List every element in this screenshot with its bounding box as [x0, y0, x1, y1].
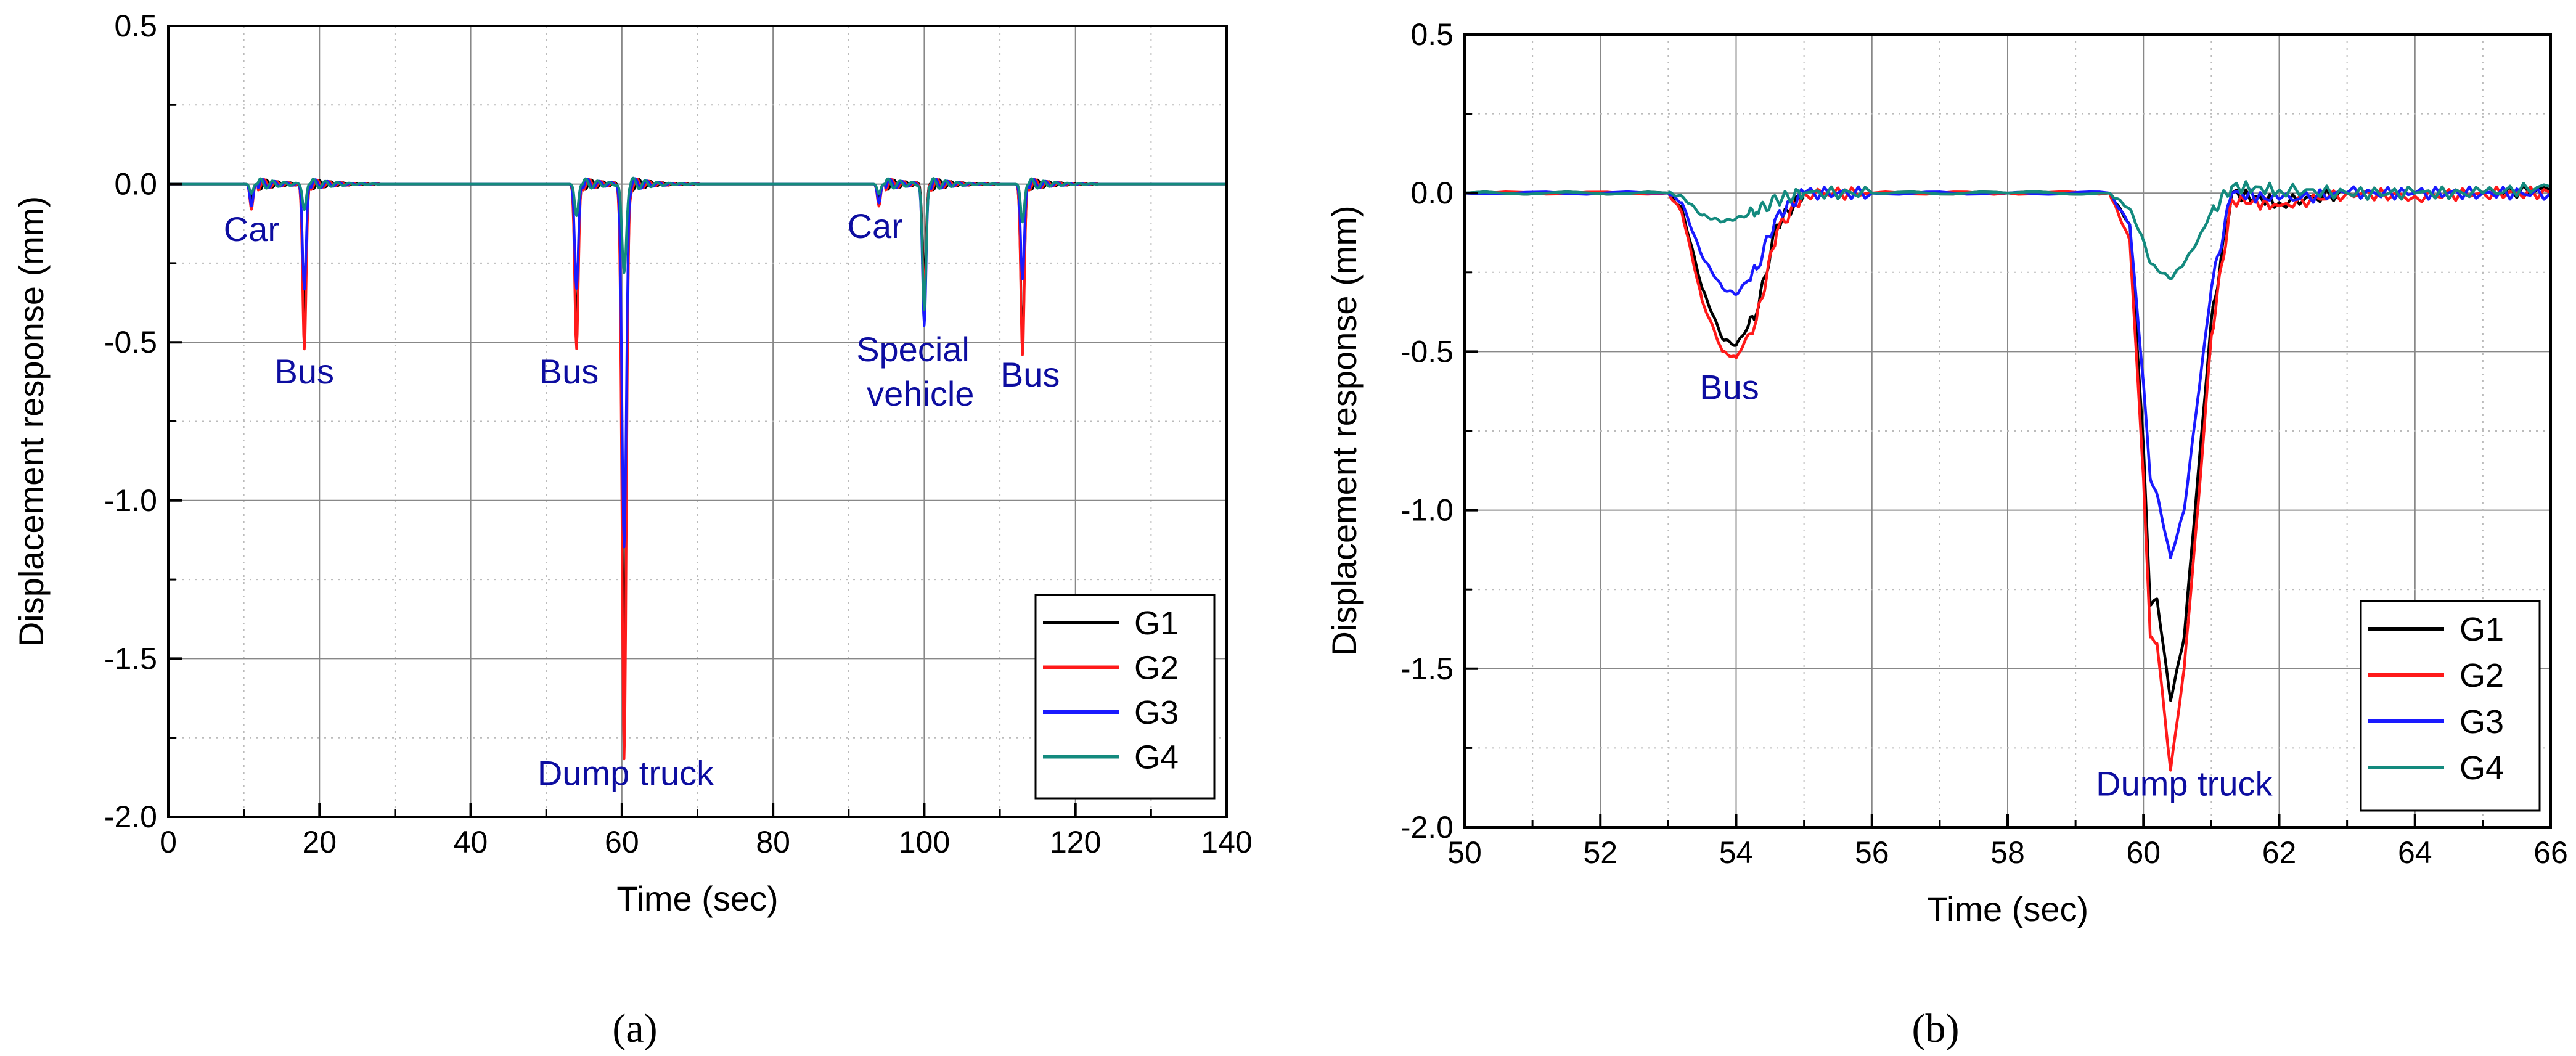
legend: G1 G2 G3 G4 — [2360, 600, 2541, 812]
series-line-g4 — [1464, 180, 2551, 280]
legend-label-g2: G2 — [1134, 650, 1179, 687]
x-tick-label: 120 — [1050, 825, 1101, 859]
x-tick-label: 64 — [2398, 835, 2432, 870]
y-tick-label: -0.5 — [1400, 334, 1454, 369]
annotation-label: Bus — [539, 352, 599, 391]
y-tick-label: 0.0 — [114, 167, 157, 202]
legend-label-g1: G1 — [2459, 611, 2504, 648]
x-tick-label: 80 — [756, 825, 790, 859]
legend: G1 G2 G3 G4 — [1034, 594, 1216, 800]
annotation-label: Dump truck — [2096, 764, 2273, 803]
y-axis-label: Displacement response (mm) — [12, 196, 51, 647]
y-tick-label: 0.0 — [1410, 176, 1454, 210]
y-axis-label: Displacement response (mm) — [1325, 205, 1364, 656]
legend-box — [2360, 600, 2541, 812]
annotations: Bus Dump truck — [1699, 368, 2273, 803]
x-tick-label: 60 — [2126, 835, 2161, 870]
y-tick-label: -1.0 — [104, 483, 157, 518]
x-axis-label: Time (sec) — [1927, 890, 2088, 928]
x-tick-label: 56 — [1855, 835, 1889, 870]
y-tick-label: -2.0 — [104, 800, 157, 834]
y-tick-label: 0.5 — [114, 9, 157, 43]
panel-b: 50 52 54 56 58 60 62 64 66 0.5 0.0 -0.5 -1.0 -1.5 -2.0… — [1325, 17, 2568, 1051]
x-tick-label: 100 — [899, 825, 950, 859]
annotation-label: Car — [848, 207, 903, 245]
series-line-g4 — [168, 176, 1227, 311]
y-tick-label: 0.5 — [1410, 17, 1454, 52]
legend-box — [1034, 594, 1216, 800]
axis-ticks: 50 52 54 56 58 60 62 64 66 0.5 0.0 -0.5 -1.0 -1.5 -2.0 — [1400, 17, 2568, 870]
annotation-label: vehicle — [867, 374, 974, 413]
legend-label-g3: G3 — [1134, 694, 1179, 731]
y-tick-label: -1.5 — [1400, 652, 1454, 686]
annotation-label: Dump truck — [538, 754, 714, 793]
panel-a: 0 20 40 60 80 100 120 140 0.5 0.0 -0.5 -1.0 -1.5 -2.0… — [12, 9, 1253, 1051]
series-line-g2 — [1464, 185, 2552, 772]
caption-b: (b) — [1912, 1006, 1960, 1051]
axis-ticks: 0 20 40 60 80 100 120 140 0.5 0.0 -0.5 -1.0 -1.5 -2.0 — [104, 9, 1253, 859]
x-tick-label: 0 — [160, 825, 177, 859]
y-tick-label: -1.5 — [104, 641, 157, 676]
x-tick-label: 20 — [302, 825, 337, 859]
x-tick-label: 140 — [1201, 825, 1252, 859]
x-tick-label: 54 — [1719, 835, 1754, 870]
y-tick-label: -2.0 — [1400, 810, 1454, 845]
y-tick-label: -0.5 — [104, 325, 157, 359]
x-tick-label: 50 — [1447, 835, 1482, 870]
annotation-label: Car — [224, 210, 279, 248]
x-tick-label: 62 — [2262, 835, 2297, 870]
legend-label-g4: G4 — [1134, 739, 1179, 776]
legend-label-g1: G1 — [1134, 605, 1179, 642]
legend-label-g3: G3 — [2459, 703, 2504, 740]
series-lines — [168, 176, 1227, 761]
x-tick-label: 66 — [2533, 835, 2568, 870]
x-tick-label: 40 — [454, 825, 488, 859]
annotation-label: Bus — [1699, 368, 1759, 407]
series-lines — [1464, 180, 2552, 772]
legend-label-g4: G4 — [2459, 750, 2504, 787]
annotation-label: Bus — [1000, 355, 1060, 394]
x-tick-label: 58 — [1990, 835, 2025, 870]
annotation-label: Special — [856, 330, 970, 369]
x-axis-label: Time (sec) — [616, 879, 778, 918]
annotation-label: Bus — [275, 352, 335, 391]
x-tick-label: 52 — [1583, 835, 1617, 870]
annotations: Car Bus Bus Dump truck Car Special vehicle Bus — [224, 207, 1060, 793]
series-line-g3 — [1464, 185, 2552, 560]
x-tick-label: 60 — [605, 825, 639, 859]
y-tick-label: -1.0 — [1400, 493, 1454, 528]
caption-a: (a) — [612, 1006, 657, 1051]
legend-label-g2: G2 — [2459, 657, 2504, 694]
